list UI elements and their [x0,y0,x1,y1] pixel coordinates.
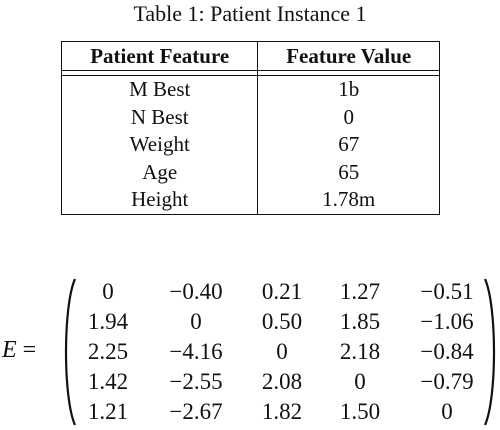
feature-name-cell: Height [60,186,259,215]
matrix-cell: 1.50 [339,399,381,424]
column-header-feature-value: Feature Value [257,41,440,71]
feature-value-cell: 67 [257,131,440,159]
matrix-cell: 1.82 [261,399,303,424]
feature-value-cell: 65 [257,158,440,186]
table-row: Weight 67 [60,131,440,159]
matrix-equation: E = 0 −0.40 0.21 1.27 −0.51 1.94 0 0.50 1.85 −1.0… [0,270,500,430]
matrix-cell: −4.16 [169,339,223,364]
matrix-cell: 1.27 [339,279,381,304]
matrix-cell: −0.40 [169,279,223,304]
matrix-cell: 0 [190,309,202,334]
equals-sign: = [22,337,37,363]
table-row: M Best 1b [60,75,440,104]
table-row: Age 65 [60,158,440,186]
matrix-cell: 1.94 [87,309,129,334]
matrix-cell: 2.08 [261,369,303,394]
feature-value-cell: 1.78m [257,186,440,215]
matrix-cell: 0.50 [261,309,303,334]
column-header-patient-feature: Patient Feature [60,41,259,71]
equation-lhs: E = [2,335,36,365]
right-parenthesis [484,278,496,426]
feature-name-cell: Age [60,158,259,186]
table-header-row: Patient Feature Feature Value [60,41,440,71]
matrix-cell: 0 [354,369,366,394]
matrix-cell: −2.55 [169,369,223,394]
feature-name-cell: N Best [60,103,259,131]
feature-value-cell: 0 [257,103,440,131]
matrix-cell: −1.06 [420,309,474,334]
matrix-cell: −0.79 [420,369,474,394]
matrix-cell: 0.21 [261,279,303,304]
patient-table: Patient Feature Feature Value M Best 1b … [60,41,440,215]
table-row: Height 1.78m [60,186,440,215]
matrix-cell: 1.21 [87,399,129,424]
matrix-cell: 2.18 [339,339,381,364]
table-caption: Table 1: Patient Instance 1 [133,1,367,26]
feature-value-cell: 1b [257,75,440,104]
matrix-cell: 1.42 [87,369,129,394]
matrix-cell: 0 [102,279,114,304]
matrix-cell: −2.67 [169,399,223,424]
matrix-cell: −0.84 [420,339,474,364]
feature-name-cell: Weight [60,131,259,159]
feature-name-cell: M Best [60,75,259,104]
matrix-cell: 1.85 [339,309,381,334]
left-parenthesis [64,278,76,426]
table-row: N Best 0 [60,103,440,131]
matrix-cell: 0 [276,339,288,364]
matrix-cell: −0.51 [420,279,474,304]
matrix-symbol: E [2,337,17,363]
matrix-cell: 0 [441,399,453,424]
matrix-cell: 2.25 [87,339,129,364]
